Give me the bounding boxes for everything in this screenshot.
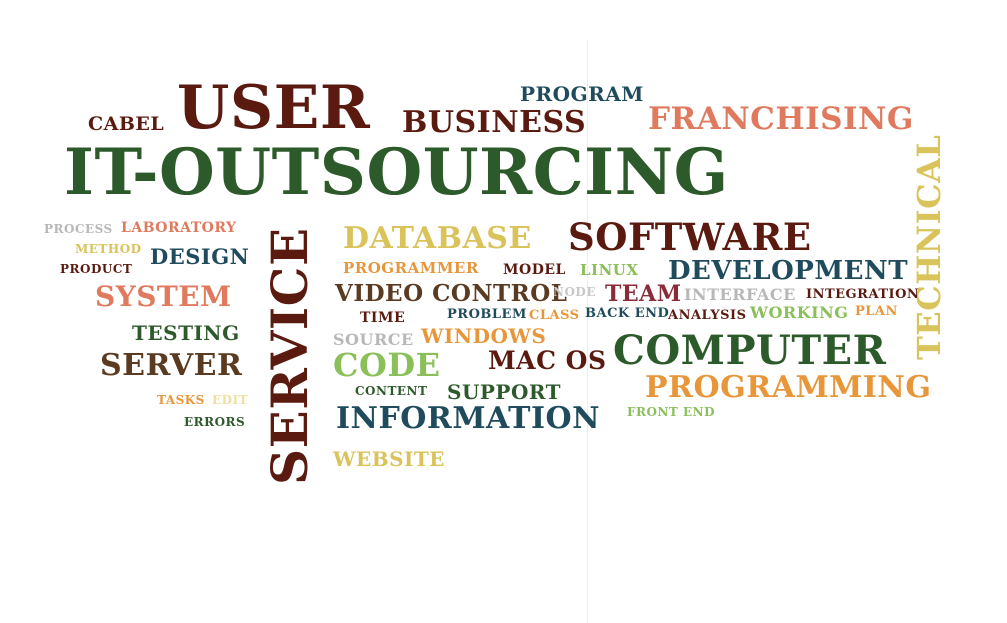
word-model: MODEL bbox=[503, 262, 566, 278]
word-laboratory: LABORATORY bbox=[121, 220, 237, 236]
word-node: NODE bbox=[553, 285, 596, 299]
word-integration: INTEGRATION bbox=[806, 287, 920, 302]
word-linux: LINUX bbox=[580, 261, 639, 279]
word-franchising: FRANCHISING bbox=[648, 101, 914, 137]
word-code: CODE bbox=[333, 346, 441, 384]
word-design: DESIGN bbox=[150, 244, 250, 269]
word-website: WEBSITE bbox=[333, 447, 446, 471]
word-method: METHOD bbox=[75, 242, 142, 256]
word-programming: PROGRAMMING bbox=[645, 370, 932, 405]
word-program: PROGRAM bbox=[520, 82, 644, 106]
word-class: CLASS bbox=[529, 308, 580, 323]
word-user: USER bbox=[177, 73, 371, 143]
word-service: SERVICE bbox=[260, 227, 319, 485]
word-computer: COMPUTER bbox=[613, 327, 887, 374]
word-edit: EDIT bbox=[212, 393, 249, 407]
word-support: SUPPORT bbox=[447, 380, 562, 404]
word-interface: INTERFACE bbox=[684, 285, 796, 304]
word-source: SOURCE bbox=[333, 330, 414, 349]
word-windows: WINDOWS bbox=[421, 324, 547, 348]
word-technical: TECHNICAL bbox=[910, 134, 948, 360]
word-it-outsourcing: IT-OUTSOURCING bbox=[64, 135, 729, 210]
word-working: WORKING bbox=[750, 303, 849, 322]
word-information: INFORMATION bbox=[336, 401, 601, 436]
word-software: SOFTWARE bbox=[568, 215, 812, 259]
word-programmer: PROGRAMMER bbox=[343, 259, 479, 277]
word-time: TIME bbox=[360, 310, 406, 326]
word-database: DATABASE bbox=[343, 221, 532, 256]
word-cabel: CABEL bbox=[88, 113, 165, 135]
word-mac-os: MAC OS bbox=[488, 346, 607, 375]
word-business: BUSINESS bbox=[402, 105, 587, 140]
word-product: PRODUCT bbox=[60, 262, 133, 276]
faint-vertical-line bbox=[587, 40, 588, 623]
word-system: SYSTEM bbox=[95, 280, 232, 313]
word-process: PROCESS bbox=[44, 222, 113, 236]
word-errors: ERRORS bbox=[184, 415, 246, 429]
word-development: DEVELOPMENT bbox=[668, 256, 909, 286]
word-testing: TESTING bbox=[132, 321, 240, 345]
word-front-end: FRONT END bbox=[627, 405, 716, 419]
word-plan: PLAN bbox=[855, 304, 898, 319]
word-analysis: ANALYSIS bbox=[668, 308, 747, 323]
word-content: CONTENT bbox=[355, 384, 428, 398]
word-server: SERVER bbox=[100, 348, 243, 383]
word-team: TEAM bbox=[605, 281, 682, 307]
word-tasks: TASKS bbox=[157, 393, 205, 407]
word-video-control: VIDEO CONTROL bbox=[335, 280, 568, 307]
word-back-end: BACK END bbox=[585, 306, 670, 321]
word-problem: PROBLEM bbox=[447, 307, 527, 322]
